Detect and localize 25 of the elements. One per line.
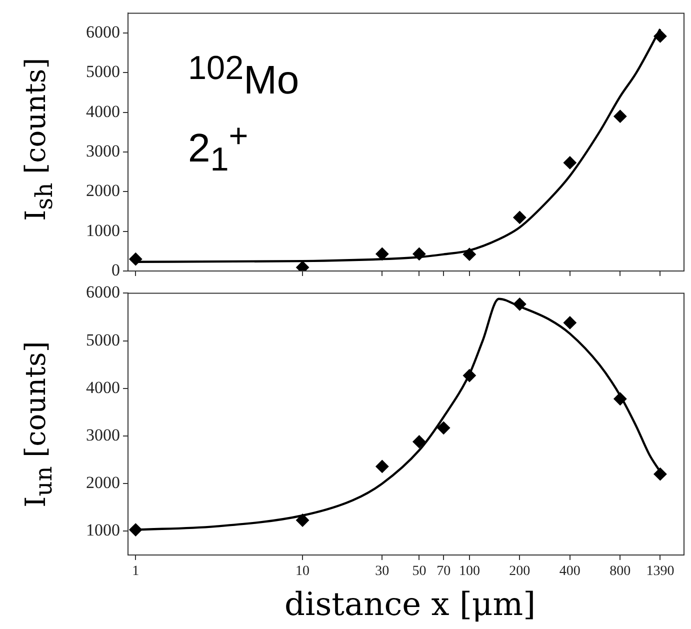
x-tick-label: 100 xyxy=(458,564,480,580)
y-tick-label: 5000 xyxy=(86,330,120,350)
x-tick-label: 50 xyxy=(412,564,426,580)
x-tick-label: 70 xyxy=(436,564,451,580)
x-tick-label: 10 xyxy=(296,564,310,580)
y-tick-label: 6000 xyxy=(86,282,120,302)
y-tick-label: 1000 xyxy=(86,220,120,240)
y-tick-label: 6000 xyxy=(86,22,120,42)
annotation: $^{102}$Mo xyxy=(188,50,300,102)
y-tick-label: 3000 xyxy=(86,141,120,160)
x-tick-label: 30 xyxy=(375,564,390,580)
y-tick-label: 4000 xyxy=(86,378,120,397)
x-tick-label: 1 xyxy=(132,564,140,580)
x-axis-title: distance x [μm] xyxy=(284,585,536,623)
y-tick-label: 5000 xyxy=(86,62,120,82)
y-tick-label: 1000 xyxy=(86,520,120,540)
x-tick-label: 200 xyxy=(509,564,530,580)
y-tick-label: 2000 xyxy=(86,473,120,492)
y-tick-label: 0 xyxy=(112,260,120,280)
y-tick-label: 4000 xyxy=(86,102,120,121)
x-tick-label: 800 xyxy=(610,564,631,580)
y-tick-label: 3000 xyxy=(86,425,120,444)
y-tick-label: 2000 xyxy=(86,181,120,200)
x-tick-label: 400 xyxy=(559,564,580,580)
x-tick-label: 1390 xyxy=(646,564,674,580)
